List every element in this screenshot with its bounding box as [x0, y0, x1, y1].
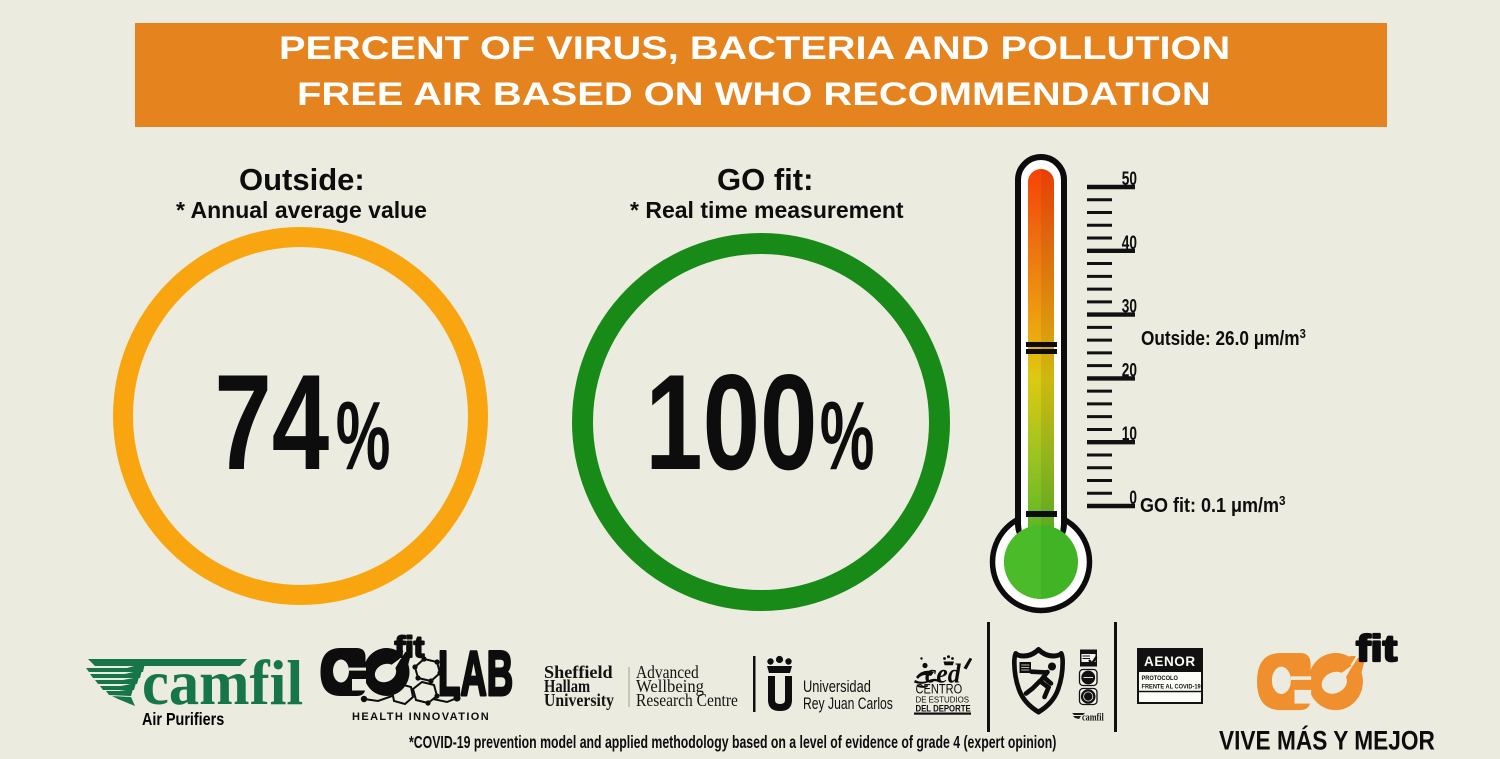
- svg-text:GO fit:: GO fit:: [717, 162, 813, 197]
- svg-text:VIVE MÁS Y MEJOR: VIVE MÁS Y MEJOR: [1219, 725, 1435, 756]
- svg-text:camfil: camfil: [142, 648, 303, 718]
- svg-text:PROTOCOLO: PROTOCOLO: [1142, 675, 1179, 683]
- svg-text:Air Purifiers: Air Purifiers: [142, 711, 224, 730]
- svg-text:30: 30: [1122, 295, 1137, 317]
- svg-text:fit: fit: [395, 630, 425, 664]
- svg-text:Rey Juan Carlos: Rey Juan Carlos: [803, 695, 893, 713]
- svg-text:Outside: 26.0 μm/m3: Outside: 26.0 μm/m3: [1141, 326, 1306, 349]
- svg-text:*COVID-19 prevention model and: *COVID-19 prevention model and applied m…: [409, 733, 1056, 753]
- svg-text:20: 20: [1122, 359, 1137, 381]
- svg-text:CENTRO: CENTRO: [916, 681, 963, 697]
- svg-text:74: 74: [214, 346, 329, 498]
- svg-text:%: %: [336, 382, 391, 491]
- svg-text:40: 40: [1122, 231, 1137, 253]
- svg-text:50: 50: [1122, 168, 1137, 190]
- svg-text:camfil: camfil: [1082, 713, 1104, 724]
- svg-text:Universidad: Universidad: [803, 677, 871, 696]
- svg-text:0: 0: [1129, 487, 1137, 509]
- svg-text:Research Centre: Research Centre: [636, 690, 738, 710]
- svg-text:PERCENT OF VIRUS, BACTERIA AND: PERCENT OF VIRUS, BACTERIA AND POLLUTION: [279, 30, 1230, 66]
- svg-text:10: 10: [1122, 423, 1137, 445]
- svg-text:University: University: [544, 690, 614, 710]
- svg-text:FREE AIR BASED ON WHO RECOMMEN: FREE AIR BASED ON WHO RECOMMENDATION: [297, 76, 1211, 112]
- svg-text:DE ESTUDIOS: DE ESTUDIOS: [916, 695, 970, 704]
- svg-text:* Annual average value: * Annual average value: [176, 197, 427, 223]
- svg-text:GO fit: 0.1 μm/m3: GO fit: 0.1 μm/m3: [1140, 493, 1286, 517]
- svg-text:FRENTE AL COVID-19: FRENTE AL COVID-19: [1142, 683, 1202, 691]
- svg-text:fit: fit: [1356, 627, 1397, 669]
- svg-text:ced: ced: [925, 659, 961, 689]
- svg-text:DEL DEPORTE: DEL DEPORTE: [916, 703, 971, 714]
- svg-text:LAB: LAB: [438, 638, 513, 709]
- svg-text:Hallam: Hallam: [544, 676, 590, 697]
- svg-text:* Real time measurement: * Real time measurement: [630, 197, 904, 223]
- svg-text:%: %: [820, 382, 875, 491]
- svg-text:HEALTH INNOVATION: HEALTH INNOVATION: [352, 711, 490, 723]
- svg-text:100: 100: [645, 346, 817, 498]
- svg-text:Outside:: Outside:: [239, 162, 365, 197]
- svg-text:Wellbeing: Wellbeing: [636, 676, 704, 696]
- svg-text:Sheffield: Sheffield: [544, 662, 613, 682]
- svg-text:Advanced: Advanced: [636, 662, 699, 682]
- svg-text:AENOR: AENOR: [1144, 654, 1196, 669]
